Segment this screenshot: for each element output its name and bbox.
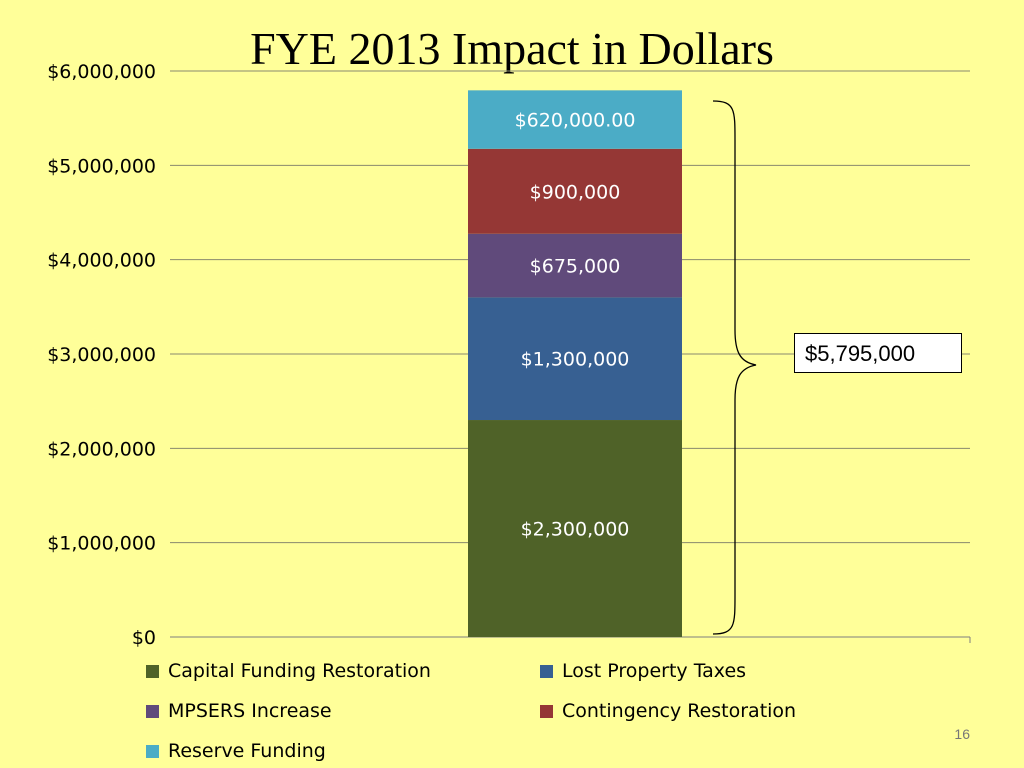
bar-segment-mpsers-increase [468,233,682,298]
data-label: $1,300,000 [521,349,630,371]
data-label: $900,000 [530,181,621,203]
legend-swatch [540,664,553,678]
slide-title: FYE 2013 Impact in Dollars [250,23,774,74]
legend-swatch [540,704,553,718]
chart-legend: Capital Funding Restoration Lost Property… [146,656,966,766]
legend-label: Lost Property Taxes [562,660,747,682]
y-tick-label: $3,000,000 [47,344,156,366]
y-tick-label: $4,000,000 [47,250,156,272]
y-axis-tick-labels: $0 $1,000,000 $2,000,000 $3,000,000 $4,000,0… [47,61,156,649]
legend-item: Contingency Restoration [540,696,940,726]
bar-segment-lost-property-taxes [468,297,682,421]
total-callout-box: $5,795,000 [794,333,962,373]
bar-segment-contingency-restoration [468,148,682,234]
legend-item: Capital Funding Restoration [146,656,540,686]
legend-swatch [146,744,159,758]
legend-item: Reserve Funding [146,736,540,766]
data-label: $675,000 [530,256,621,278]
legend-swatch [146,664,159,678]
legend-label: Contingency Restoration [562,700,797,722]
data-label: $2,300,000 [521,519,630,541]
bar-segment-reserve-funding [468,90,682,149]
total-brace [712,100,757,635]
bar-segments [468,90,682,637]
legend-item: Lost Property Taxes [540,656,940,686]
data-label: $620,000.00 [515,110,636,132]
legend-item: MPSERS Increase [146,696,540,726]
bar-segment-capital-funding-restoration [468,420,682,637]
legend-label: Reserve Funding [168,740,326,762]
page-number: 16 [954,726,970,742]
y-tick-label: $5,000,000 [47,155,156,177]
data-labels: $2,300,000 $1,300,000 $675,000 $900,000 $620… [515,110,636,541]
legend-swatch [146,704,159,718]
legend-label: Capital Funding Restoration [168,660,431,682]
y-tick-label: $6,000,000 [47,61,156,83]
y-tick-label: $2,000,000 [47,438,156,460]
y-tick-label: $1,000,000 [47,533,156,555]
y-tick-label: $0 [132,627,156,649]
legend-label: MPSERS Increase [168,700,332,722]
